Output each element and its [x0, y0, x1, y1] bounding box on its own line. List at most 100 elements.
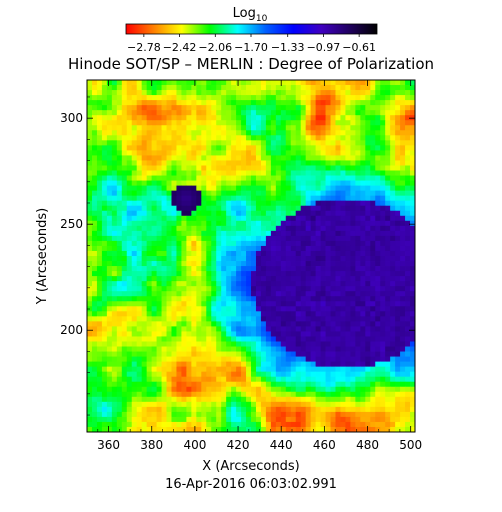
heatmap-cell: [395, 95, 401, 101]
heatmap-cell: [201, 261, 207, 267]
heatmap-cell: [315, 115, 321, 121]
heatmap-cell: [216, 346, 222, 352]
heatmap-cell: [226, 341, 232, 347]
heatmap-cell: [265, 150, 272, 156]
heatmap-cell: [365, 421, 371, 428]
heatmap-cell: [405, 371, 411, 378]
heatmap-cell: [315, 175, 321, 181]
heatmap-cell: [171, 225, 177, 232]
heatmap-cell: [300, 200, 307, 207]
heatmap-cell: [340, 240, 346, 247]
heatmap-cell: [111, 130, 118, 136]
heatmap-cell: [340, 426, 346, 432]
heatmap-cell: [275, 416, 282, 423]
heatmap-cell: [365, 215, 371, 222]
heatmap-cell: [315, 135, 321, 141]
heatmap-cell: [380, 416, 386, 423]
heatmap-cell: [400, 210, 406, 217]
heatmap-cell: [166, 271, 172, 277]
heatmap-cell: [400, 416, 406, 423]
heatmap-cell: [270, 291, 277, 297]
heatmap-cell: [251, 180, 257, 186]
heatmap-cell: [365, 90, 371, 96]
heatmap-cell: [410, 341, 415, 347]
heatmap-cell: [246, 165, 252, 171]
heatmap-cell: [295, 406, 302, 413]
heatmap-cell: [246, 356, 252, 362]
heatmap-cell: [196, 90, 202, 96]
heatmap-cell: [96, 80, 103, 86]
heatmap-cell: [171, 240, 177, 247]
heatmap-cell: [91, 316, 98, 322]
heatmap-cell: [186, 230, 192, 237]
heatmap-cell: [290, 356, 297, 362]
heatmap-cell: [171, 125, 177, 131]
heatmap-cell: [350, 175, 356, 181]
heatmap-cell: [370, 110, 376, 116]
heatmap-cell: [151, 346, 157, 352]
heatmap-cell: [340, 301, 346, 307]
heatmap-cell: [191, 261, 197, 267]
heatmap-cell: [101, 190, 108, 197]
heatmap-cell: [246, 421, 252, 428]
heatmap-cell: [280, 421, 287, 428]
heatmap-cell: [260, 180, 267, 186]
heatmap-cell: [275, 261, 282, 267]
heatmap-cell: [116, 175, 123, 181]
heatmap-cell: [320, 145, 326, 151]
heatmap-cell: [340, 120, 346, 126]
heatmap-cell: [340, 311, 346, 317]
heatmap-cell: [241, 175, 247, 181]
heatmap-cell: [251, 361, 257, 368]
colorbar: Log10 −2.78 −2.42 −2.06 −1.70 −1.33 −0.97 −0.6…: [125, 6, 378, 54]
heatmap-cell: [101, 301, 108, 307]
heatmap-cell: [191, 356, 197, 362]
heatmap-cell: [385, 230, 391, 237]
heatmap-cell: [176, 411, 182, 418]
heatmap-cell: [280, 286, 287, 292]
heatmap-cell: [345, 140, 351, 146]
heatmap-cell: [340, 135, 346, 141]
heatmap-cell: [246, 185, 252, 192]
heatmap-cell: [295, 235, 302, 242]
heatmap-cell: [196, 180, 202, 186]
heatmap-cell: [221, 235, 227, 242]
heatmap-cell: [251, 95, 257, 101]
heatmap-cell: [310, 90, 317, 96]
heatmap-cell: [151, 306, 157, 312]
heatmap-cell: [370, 306, 376, 312]
heatmap-cell: [231, 361, 237, 368]
heatmap-cell: [146, 190, 153, 197]
heatmap-cell: [251, 406, 257, 413]
heatmap-cell: [196, 120, 202, 126]
heatmap-cell: [260, 266, 267, 272]
heatmap-cell: [255, 336, 262, 342]
heatmap-cell: [87, 250, 93, 257]
heatmap-cell: [285, 321, 292, 327]
heatmap-cell: [375, 371, 381, 378]
heatmap-cell: [305, 371, 312, 378]
heatmap-cell: [395, 306, 401, 312]
heatmap-cell: [390, 306, 396, 312]
heatmap-cell: [280, 371, 287, 378]
heatmap-cell: [310, 361, 317, 368]
heatmap-cell: [206, 115, 212, 121]
heatmap-cell: [385, 175, 391, 181]
heatmap-cell: [246, 155, 252, 161]
heatmap-cell: [141, 356, 148, 362]
heatmap-cell: [355, 301, 361, 307]
heatmap-cell: [251, 256, 257, 262]
heatmap-cell: [171, 426, 177, 432]
heatmap-cell: [201, 95, 207, 101]
heatmap-cell: [295, 225, 302, 232]
heatmap-cell: [370, 381, 376, 388]
heatmap-cell: [365, 225, 371, 232]
heatmap-cell: [365, 371, 371, 378]
heatmap-cell: [310, 145, 317, 151]
heatmap-cell: [121, 321, 128, 327]
heatmap-cell: [201, 195, 207, 202]
heatmap-cell: [255, 120, 262, 126]
heatmap-cell: [186, 235, 192, 242]
heatmap-cell: [241, 271, 247, 277]
heatmap-cell: [176, 230, 182, 237]
